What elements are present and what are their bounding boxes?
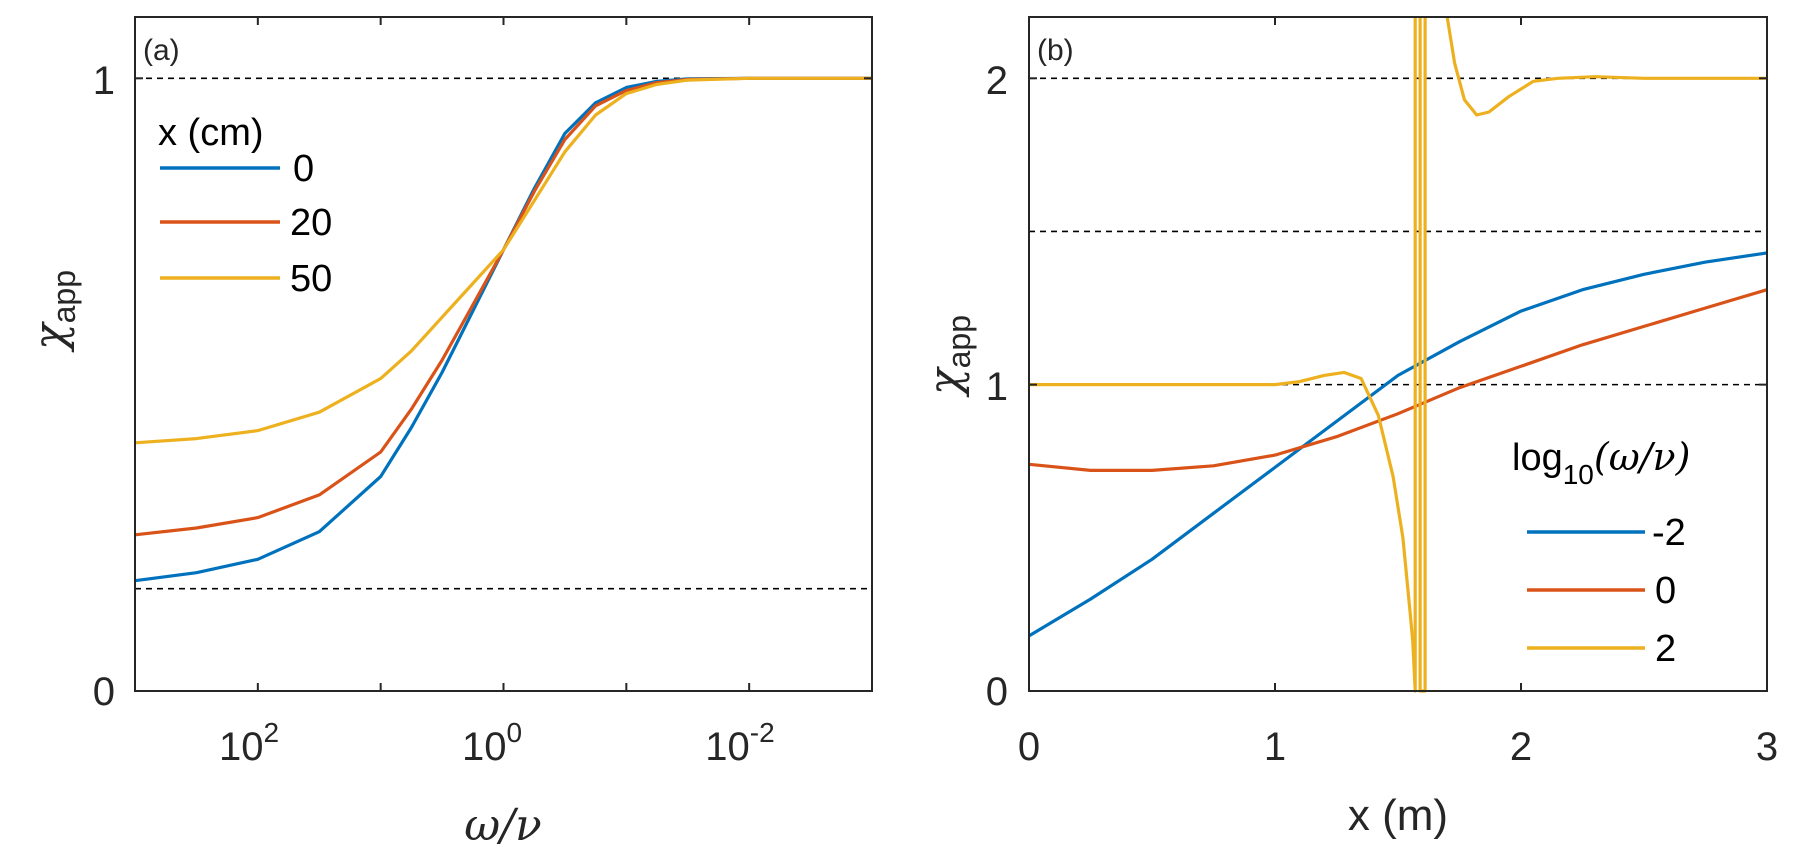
x-axis-label-b: x (m)	[1348, 791, 1448, 840]
legend-a: x (cm) 0 20 50	[158, 112, 332, 300]
xtick-label-a-1: 100	[462, 717, 522, 769]
ytick-label-a-0: 0	[93, 670, 115, 714]
legend-label-a-1: 20	[290, 202, 332, 244]
xtick-label-a-2: 10-2	[705, 717, 774, 769]
series-line-b-1	[1028, 288, 1768, 472]
legend-label-b-0: -2	[1652, 512, 1686, 554]
reference-lines-b	[1029, 77, 1767, 386]
series-line-b-2-seg-3	[1445, 16, 1767, 117]
series-line-a-2	[134, 76, 872, 445]
series-line-b-2-seg-1	[1411, 17, 1417, 693]
legend-b: log10(ω/ν) -2 0 2	[1512, 435, 1690, 670]
y-axis-label-b: χapp	[920, 315, 977, 398]
series-lines-a	[134, 76, 872, 583]
legend-title-b: log10(ω/ν)	[1512, 435, 1690, 490]
xtick-label-a-0: 102	[219, 717, 279, 769]
panel-b: (b) 0 1 2 0 1 2 3 x (m) χapp log10(ω/ν) …	[920, 16, 1778, 840]
plot-frame-a	[134, 16, 873, 692]
svg-text:χapp: χapp	[920, 315, 977, 398]
series-line-b-2-seg-2	[1418, 17, 1427, 693]
plot-frame-b	[1028, 16, 1768, 692]
xtick-label-b-2: 2	[1510, 725, 1532, 769]
y-axis-label-a: χapp	[25, 270, 82, 353]
reference-lines-a	[135, 77, 872, 590]
panel-label-b: (b)	[1037, 34, 1074, 67]
xtick-label-b-3: 3	[1756, 725, 1778, 769]
ytick-label-b-0: 0	[986, 670, 1008, 714]
legend-label-b-1: 0	[1655, 570, 1676, 612]
xtick-label-b-0: 0	[1018, 725, 1040, 769]
panel-label-a: (a)	[143, 34, 180, 67]
panel-a: (a) 0 1 102 100 10-2 ω/ν χapp x (cm) 0 2…	[25, 16, 873, 851]
ytick-label-b-2: 2	[986, 59, 1008, 103]
xtick-label-b-1: 1	[1264, 725, 1286, 769]
x-axis-label-a: ω/ν	[464, 800, 541, 851]
series-line-b-0	[1028, 251, 1768, 638]
ytick-label-b-1: 1	[986, 365, 1008, 409]
legend-label-a-0: 0	[293, 148, 314, 190]
legend-title-a: x (cm)	[158, 112, 264, 154]
ytick-label-a-1: 1	[93, 59, 115, 103]
legend-label-a-2: 50	[290, 258, 332, 300]
series-line-b-2-seg-0	[1029, 370, 1415, 643]
legend-label-b-2: 2	[1655, 628, 1676, 670]
svg-text:χapp: χapp	[25, 270, 82, 353]
